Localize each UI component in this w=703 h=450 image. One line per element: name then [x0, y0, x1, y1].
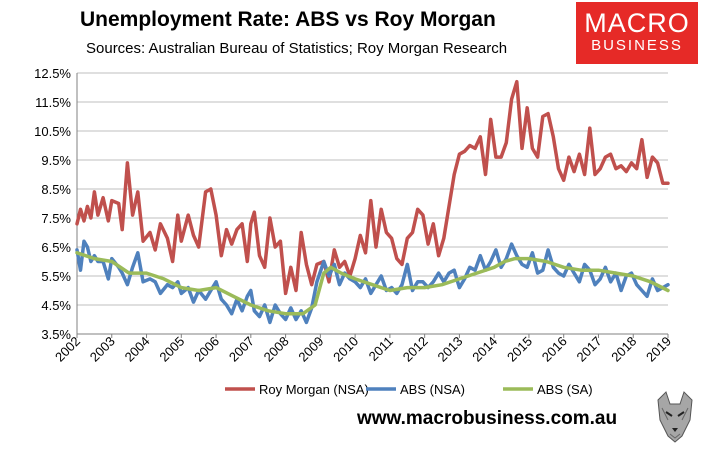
series-line-abs-nsa — [75, 239, 670, 325]
x-tick-label: 2010 — [330, 334, 361, 365]
legend: Roy Morgan (NSA) ABS (NSA) ABS (SA) — [225, 382, 593, 397]
y-tick-label: 10.5% — [34, 124, 71, 139]
x-tick-label: 2009 — [295, 334, 326, 365]
series-line-abs-sa — [75, 251, 670, 316]
x-tick-label: 2003 — [87, 334, 118, 365]
y-tick-label: 6.5% — [41, 240, 71, 255]
x-axis-tick-labels: 2002 2003 2004 2005 2006 2007 2008 2009 2010 2011… — [52, 334, 674, 365]
x-tick-label: 2004 — [122, 334, 153, 365]
x-tick-label: 2007 — [226, 334, 257, 365]
y-tick-label: 9.5% — [41, 153, 71, 168]
x-tick-label: 2017 — [574, 334, 605, 365]
legend-label-roy-morgan-nsa: Roy Morgan (NSA) — [259, 382, 369, 397]
logo-line-1: MACRO — [584, 8, 690, 38]
x-tick-label: 2012 — [400, 334, 431, 365]
y-tick-label: 7.5% — [41, 211, 71, 226]
chart-subtitle: Sources: Australian Bureau of Statistics… — [86, 40, 508, 57]
series-lines — [75, 79, 670, 325]
y-tick-label: 5.5% — [41, 269, 71, 284]
axes — [76, 73, 669, 338]
logo-line-2: BUSINESS — [591, 37, 683, 54]
legend-label-abs-nsa: ABS (NSA) — [400, 382, 465, 397]
x-tick-label: 2005 — [156, 334, 187, 365]
website-url[interactable]: www.macrobusiness.com.au — [357, 408, 618, 429]
macrobusiness-logo[interactable]: MACRO BUSINESS — [576, 2, 698, 64]
x-tick-label: 2018 — [608, 334, 639, 365]
legend-label-abs-sa: ABS (SA) — [537, 382, 593, 397]
series-line-roy-morgan-nsa — [75, 79, 670, 296]
chart-title: Unemployment Rate: ABS vs Roy Morgan — [80, 8, 496, 31]
y-tick-label: 3.5% — [41, 327, 71, 342]
x-tick-label: 2013 — [434, 334, 465, 365]
y-axis-tick-labels: 3.5% 4.5% 5.5% 6.5% 7.5% 8.5% 9.5% 10.5% 11.5% 12… — [34, 66, 71, 342]
y-tick-label: 12.5% — [34, 66, 71, 81]
y-tick-label: 8.5% — [41, 182, 71, 197]
x-tick-label: 2011 — [366, 334, 396, 364]
wolf-mascot-icon — [652, 390, 698, 446]
x-tick-label: 2015 — [504, 334, 535, 365]
x-tick-label: 2019 — [643, 334, 674, 365]
y-tick-label: 11.5% — [35, 95, 71, 110]
x-tick-label: 2006 — [191, 334, 222, 365]
y-tick-label: 4.5% — [41, 298, 71, 313]
x-tick-label: 2008 — [261, 334, 292, 365]
x-tick-label: 2014 — [469, 334, 500, 365]
x-tick-label: 2016 — [539, 334, 570, 365]
